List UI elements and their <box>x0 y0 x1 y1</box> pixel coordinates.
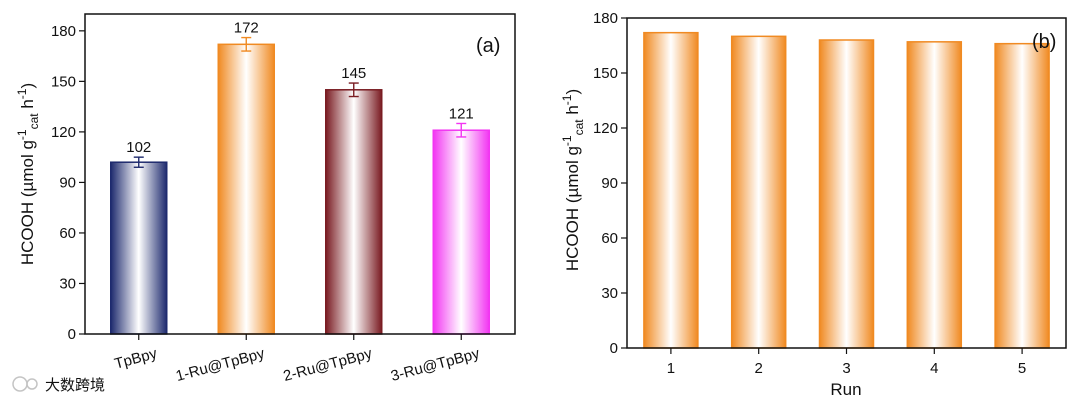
panel-a-category-labels: TpBpy 1-Ru@TpBpy 2-Ru@TpBpy 3-Ru@TpBpy <box>113 345 482 385</box>
panel-a-y-axis-label: HCOOH (µmol g-1cat h-1) <box>15 83 41 265</box>
panel-a-category-label: 1-Ru@TpBpy <box>174 345 267 385</box>
panel-b-category-label: 1 <box>667 360 675 377</box>
panel-a-category-label: TpBpy <box>113 345 160 373</box>
panel-b-axes-frame <box>626 17 1067 349</box>
panel-b-x-axis-label: Run <box>830 380 861 399</box>
panel-b-y-axis-label: HCOOH (µmol g-1cat h-1) <box>560 89 586 271</box>
panel-b-ytick-label: 150 <box>593 65 618 82</box>
panel-a-ytick-label: 180 <box>51 23 76 40</box>
panel-b-category-label: 4 <box>930 360 938 377</box>
panel-b-bar <box>643 31 699 349</box>
panel-b-xticks <box>670 348 1023 354</box>
panel-b-ytick-label: 180 <box>593 10 618 27</box>
panel-b-ytick-label: 120 <box>593 120 618 137</box>
panel-a-value-labels: 102 172 145 121 <box>126 20 474 157</box>
panel-a-value-label: 145 <box>341 65 366 82</box>
panel-a-ytick-labels: 0 30 60 90 120 150 180 <box>51 23 76 343</box>
panel-b-label: (b) <box>1032 31 1056 53</box>
panel-a-value-label: 172 <box>234 20 259 37</box>
panel-a-yticks <box>79 30 85 335</box>
panel-a-ytick-label: 60 <box>59 225 76 242</box>
panel-a-ytick-label: 90 <box>59 174 76 191</box>
panel-a-ytick-label: 30 <box>59 275 76 292</box>
panel-a-errorbars <box>133 36 467 168</box>
panel-b-category-label: 5 <box>1018 360 1026 377</box>
panel-b-bar <box>906 41 963 349</box>
panel-a-category-label: 3-Ru@TpBpy <box>389 345 482 385</box>
panel-b-ytick-labels: 0 30 60 90 120 150 180 <box>593 10 618 357</box>
panel-a-bar <box>110 161 168 335</box>
watermark-text: 大数跨境 <box>45 376 105 394</box>
panel-a-value-label: 121 <box>449 105 474 122</box>
panel-a-value-label: 102 <box>126 139 151 156</box>
panel-a-errorbar <box>133 156 144 168</box>
panel-a-xticks <box>138 334 462 340</box>
panel-a-ytick-label: 120 <box>51 124 76 141</box>
panel-b-ytick-label: 90 <box>601 175 618 192</box>
panel-a-bars <box>110 43 490 335</box>
panel-a-bar <box>325 89 383 335</box>
panel-a-ytick-label: 0 <box>68 326 76 343</box>
panel-a-errorbar <box>241 36 252 52</box>
panel-a-errorbar <box>348 82 359 98</box>
watermark-logo-icon <box>12 376 28 392</box>
panel-b-yticks <box>621 17 627 349</box>
panel-a-bar <box>217 43 275 335</box>
panel-b-bars <box>643 31 1050 349</box>
panel-b-category-label: 3 <box>842 360 850 377</box>
panel-b-ytick-label: 0 <box>610 340 618 357</box>
panel-a-label: (a) <box>476 35 500 57</box>
panel-a-errorbar <box>456 122 467 138</box>
panel-b-category-label: 2 <box>755 360 763 377</box>
panel-a-axes-frame <box>84 13 516 335</box>
panel-b-ytick-label: 60 <box>601 230 618 247</box>
panel-a: 0 30 60 90 120 150 180 TpBpy 1-Ru@TpBpy 2-Ru@TpB… <box>15 13 516 385</box>
panel-b: 0 30 60 90 120 150 180 1 2 3 4 5 (b) Run HCOOH (µm… <box>560 10 1067 399</box>
panel-b-ytick-label: 30 <box>601 285 618 302</box>
panel-b-bar <box>994 42 1050 349</box>
panel-a-bar <box>432 129 490 335</box>
panel-b-category-labels: 1 2 3 4 5 <box>667 360 1027 377</box>
panel-b-bar <box>730 35 787 349</box>
panel-a-category-label: 2-Ru@TpBpy <box>282 345 375 385</box>
panel-b-bar <box>818 39 875 349</box>
panel-a-ytick-label: 150 <box>51 73 76 90</box>
watermark: 大数跨境 <box>12 376 105 394</box>
